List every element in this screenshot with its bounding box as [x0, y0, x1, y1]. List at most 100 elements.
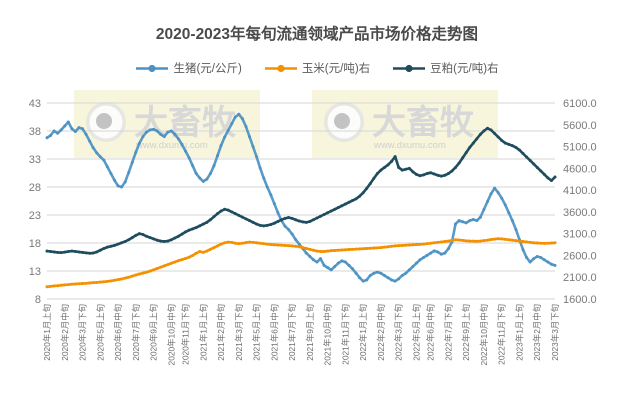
series-point [237, 242, 241, 246]
series-point [297, 219, 301, 223]
series-point [414, 261, 418, 265]
series-point [98, 248, 102, 252]
series-point [475, 219, 479, 223]
series-point [279, 218, 283, 222]
series-point [258, 166, 262, 170]
x-axis-tick-label: 2020年10月中旬 [166, 304, 176, 365]
series-point [294, 238, 298, 242]
series-point [262, 176, 266, 180]
series-point [375, 270, 379, 274]
series-point [304, 251, 308, 255]
x-axis-tick-label: 2020年5月上旬 [95, 304, 105, 361]
y-axis-right-tick: 3100.0 [563, 229, 597, 241]
x-axis-tick-label: 2023年1月上旬 [515, 304, 525, 361]
series-point [244, 217, 248, 221]
series-point [365, 246, 369, 250]
series-point [311, 248, 315, 252]
watermark-url: www.dxumu.com [135, 140, 208, 151]
series-point [176, 234, 180, 238]
series-point [390, 159, 394, 163]
series-point [251, 240, 255, 244]
series-point [368, 273, 372, 277]
series-point [510, 219, 514, 223]
series-point [287, 228, 291, 232]
series-point [56, 284, 60, 288]
series-point [162, 135, 166, 139]
series-point [262, 224, 266, 228]
series-point [510, 238, 514, 242]
y-axis-left-tick: 43 [29, 98, 41, 110]
series-point [59, 251, 63, 255]
series-point [468, 239, 472, 243]
series-point [134, 150, 138, 154]
series-point [269, 193, 273, 197]
series-point [322, 263, 326, 267]
series-point [457, 219, 461, 223]
series-point [340, 259, 344, 263]
series-point [372, 176, 376, 180]
legend-item-corn[interactable]: 玉米(元/吨)右 [264, 60, 370, 76]
y-axis-left-tick: 38 [29, 126, 41, 138]
series-point [521, 152, 525, 156]
x-axis-tick-label: 2021年3月下旬 [234, 304, 244, 361]
series-point [240, 117, 244, 121]
series-point [180, 258, 184, 262]
series-point [432, 249, 436, 253]
series-point [525, 256, 529, 260]
legend-marker-pig-icon [136, 64, 169, 72]
series-point [304, 246, 308, 250]
series-point [542, 172, 546, 176]
series-point [233, 212, 237, 216]
series-point [166, 263, 170, 267]
legend-item-pig[interactable]: 生猪(元/公斤) [135, 60, 242, 76]
series-point [269, 243, 273, 247]
series-point [102, 246, 106, 250]
series-point [429, 241, 433, 245]
series-point [194, 172, 198, 176]
series-point [361, 191, 365, 195]
series-point [113, 178, 116, 182]
series-point [379, 168, 383, 172]
series-point [247, 135, 251, 139]
series-point [201, 222, 205, 226]
series-point [414, 243, 418, 247]
series-point [240, 241, 244, 245]
series-point [503, 141, 507, 145]
series-point [49, 133, 53, 137]
series-point [358, 194, 362, 198]
series-point [365, 278, 369, 282]
series-point [347, 200, 351, 204]
series-point [247, 219, 251, 223]
series-point [198, 250, 202, 254]
series-point [436, 240, 440, 244]
series-point [287, 216, 291, 220]
series-point [265, 185, 269, 189]
series-point [81, 250, 85, 254]
series-point [326, 211, 330, 215]
series-point [81, 282, 85, 286]
series-point [81, 127, 85, 131]
series-point [432, 172, 436, 176]
legend-item-soymeal[interactable]: 豆粕(元/吨)右 [392, 60, 499, 76]
series-point [407, 166, 411, 170]
series-point [194, 251, 198, 255]
series-point [489, 128, 493, 132]
series-point [308, 254, 312, 258]
series-point [283, 224, 287, 228]
series-point [219, 209, 223, 213]
x-axis-tick-label: 2021年2月中旬 [216, 304, 226, 361]
series-point [77, 250, 81, 254]
series-point [393, 279, 397, 283]
series-point [290, 232, 294, 236]
series-point [56, 131, 60, 135]
series-point [251, 145, 255, 149]
series-point [528, 240, 532, 244]
series-point [45, 285, 49, 289]
series-point [436, 173, 440, 177]
series-point [116, 242, 120, 246]
series-point [52, 129, 56, 133]
series-line-1 [45, 237, 557, 289]
series-point [315, 216, 319, 220]
series-point [198, 176, 202, 180]
